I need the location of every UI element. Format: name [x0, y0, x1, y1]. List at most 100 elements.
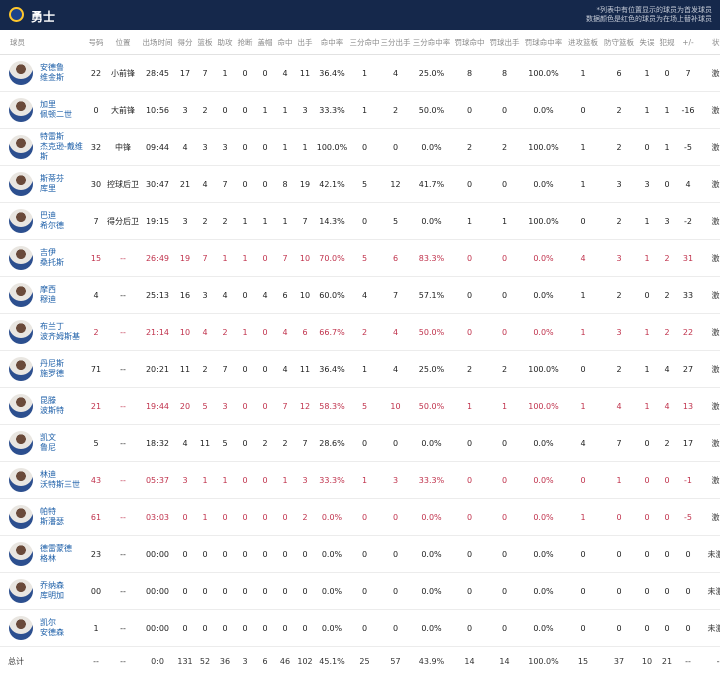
stat-cell: 0: [637, 536, 657, 573]
column-header[interactable]: +/-: [677, 30, 699, 55]
player-name-line: 帕特: [40, 507, 64, 517]
player-name-link[interactable]: 昆滕波斯特: [40, 396, 64, 416]
stat-cell: 6: [380, 240, 411, 277]
avatar: [9, 616, 33, 640]
stat-cell: --: [106, 314, 140, 351]
stat-cell: 2: [380, 92, 411, 129]
column-header[interactable]: 抢断: [235, 30, 255, 55]
player-name-link[interactable]: 巴迪希尔德: [40, 211, 64, 231]
column-header[interactable]: 盖帽: [255, 30, 275, 55]
stat-cell: 1: [637, 388, 657, 425]
column-header[interactable]: 三分命中: [349, 30, 380, 55]
stat-cell: 2: [657, 425, 677, 462]
player-name-line: 库明加: [40, 591, 64, 601]
column-header[interactable]: 防守篮板: [601, 30, 637, 55]
column-header[interactable]: 罚球命中: [452, 30, 487, 55]
stat-cell: 0: [452, 92, 487, 129]
column-header[interactable]: 号码: [86, 30, 106, 55]
stat-cell: 2: [487, 129, 522, 166]
column-header[interactable]: 位置: [106, 30, 140, 55]
column-header[interactable]: 出手: [295, 30, 315, 55]
stat-cell: 0.0%: [522, 166, 565, 203]
player-name-link[interactable]: 林迪沃特斯三世: [40, 470, 80, 490]
player-name-line: 维金斯: [40, 73, 64, 83]
column-header[interactable]: 状态: [699, 30, 720, 55]
player-name-link[interactable]: 布兰丁波齐姆斯基: [40, 322, 80, 342]
stat-cell: 0: [452, 166, 487, 203]
stat-cell: 0: [235, 425, 255, 462]
player-name-link[interactable]: 帕特斯潘瑟: [40, 507, 64, 527]
player-name-link[interactable]: 凯文鲁尼: [40, 433, 56, 453]
stat-cell: 0: [255, 610, 275, 647]
player-name-link[interactable]: 安德鲁维金斯: [40, 63, 64, 83]
player-name-link[interactable]: 斯蒂芬库里: [40, 174, 64, 194]
column-header[interactable]: 得分: [175, 30, 195, 55]
column-header[interactable]: 罚球命中率: [522, 30, 565, 55]
column-header[interactable]: 助攻: [215, 30, 235, 55]
player-name-link[interactable]: 乔纳森库明加: [40, 581, 64, 601]
player-name-link[interactable]: 摩西穆迪: [40, 285, 56, 305]
column-header[interactable]: 罚球出手: [487, 30, 522, 55]
stat-cell: 0.0%: [411, 129, 452, 166]
stat-cell: 58.3%: [315, 388, 349, 425]
column-header[interactable]: 进攻篮板: [565, 30, 601, 55]
column-header[interactable]: 失误: [637, 30, 657, 55]
stat-cell: 0: [235, 55, 255, 92]
stat-cell: 1: [487, 388, 522, 425]
column-header[interactable]: 犯规: [657, 30, 677, 55]
stat-cell: --: [106, 462, 140, 499]
column-header[interactable]: 三分出手: [380, 30, 411, 55]
stat-cell: 0: [637, 277, 657, 314]
stat-cell: 0.0%: [522, 277, 565, 314]
player-name-line: 凯尔: [40, 618, 64, 628]
stat-cell: 7: [275, 388, 295, 425]
stat-cell: 11: [295, 351, 315, 388]
column-header[interactable]: 命中率: [315, 30, 349, 55]
stat-cell: 1: [349, 351, 380, 388]
stat-cell: 0: [487, 573, 522, 610]
stat-cell: 2: [487, 351, 522, 388]
column-header[interactable]: 篮板: [195, 30, 215, 55]
column-header-player[interactable]: 球员: [0, 30, 86, 55]
player-name-link[interactable]: 丹尼斯施罗德: [40, 359, 64, 379]
stat-cell: 4: [657, 351, 677, 388]
stat-cell: 0: [295, 536, 315, 573]
stat-cell: --: [106, 499, 140, 536]
player-name-link[interactable]: 加里佩顿二世: [40, 100, 72, 120]
player-cell: 加里佩顿二世: [0, 92, 86, 129]
stat-cell: 4: [565, 425, 601, 462]
stat-cell: 36.4%: [315, 55, 349, 92]
avatar: [9, 135, 33, 159]
player-name-link[interactable]: 吉伊桑托斯: [40, 248, 64, 268]
stat-cell: 25.0%: [411, 55, 452, 92]
player-name-link[interactable]: 德雷蒙德格林: [40, 544, 72, 564]
stat-cell: 4: [275, 55, 295, 92]
column-header[interactable]: 命中: [275, 30, 295, 55]
stat-cell: 33: [677, 277, 699, 314]
status-cell: 激活: [699, 425, 720, 462]
column-header[interactable]: 出场时间: [140, 30, 175, 55]
player-name-link[interactable]: 凯尔安德森: [40, 618, 64, 638]
stat-cell: 2: [195, 203, 215, 240]
player-name-link[interactable]: 特雷斯杰克逊-戴维斯: [40, 132, 83, 162]
column-header[interactable]: 三分命中率: [411, 30, 452, 55]
stat-cell: 0: [235, 462, 255, 499]
stat-cell: 10: [295, 240, 315, 277]
stat-cell: 19:15: [140, 203, 175, 240]
